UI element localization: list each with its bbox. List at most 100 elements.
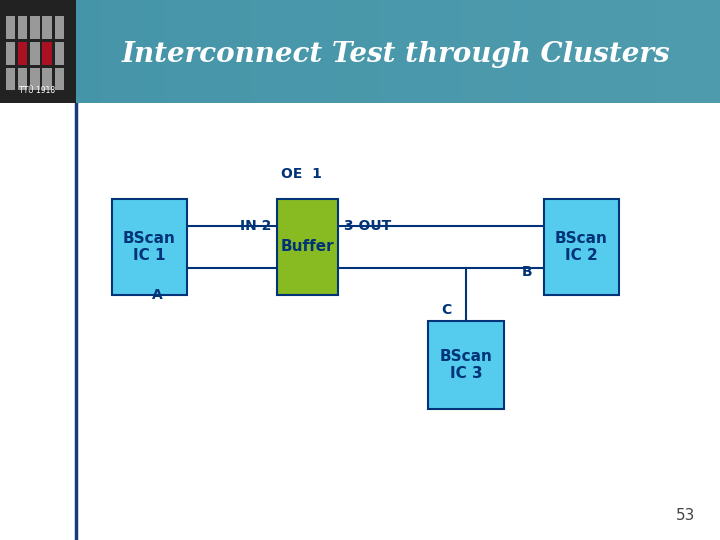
Bar xyxy=(379,0,385,103)
Bar xyxy=(591,0,598,103)
Bar xyxy=(146,0,153,103)
Bar xyxy=(320,0,327,103)
Bar xyxy=(372,0,379,103)
Bar xyxy=(6,42,15,65)
Text: BScan
IC 3: BScan IC 3 xyxy=(440,349,492,381)
Bar xyxy=(185,0,192,103)
Bar xyxy=(76,0,82,103)
Bar xyxy=(55,42,64,65)
Text: BScan
IC 2: BScan IC 2 xyxy=(555,231,608,263)
Bar xyxy=(256,0,263,103)
Bar xyxy=(224,0,230,103)
FancyBboxPatch shape xyxy=(112,199,187,295)
Bar xyxy=(301,0,307,103)
Bar xyxy=(675,0,681,103)
Bar xyxy=(546,0,552,103)
Bar xyxy=(6,68,15,90)
Bar xyxy=(340,0,346,103)
Bar xyxy=(417,0,423,103)
Bar xyxy=(134,0,140,103)
Bar xyxy=(42,68,52,90)
Bar xyxy=(662,0,668,103)
Bar xyxy=(55,16,64,39)
Bar xyxy=(127,0,134,103)
Bar xyxy=(172,0,179,103)
Bar xyxy=(159,0,166,103)
Bar xyxy=(269,0,275,103)
FancyBboxPatch shape xyxy=(428,321,504,409)
Bar xyxy=(578,0,585,103)
Bar xyxy=(95,0,102,103)
Bar xyxy=(294,0,301,103)
Bar xyxy=(108,0,114,103)
FancyBboxPatch shape xyxy=(544,199,619,295)
Bar xyxy=(204,0,211,103)
Bar xyxy=(385,0,392,103)
Bar xyxy=(366,0,372,103)
Bar xyxy=(449,0,456,103)
Bar xyxy=(153,0,159,103)
FancyBboxPatch shape xyxy=(277,199,338,295)
Bar xyxy=(508,0,514,103)
Bar xyxy=(237,0,243,103)
Bar xyxy=(694,0,701,103)
Bar xyxy=(397,0,404,103)
Bar xyxy=(681,0,688,103)
Bar xyxy=(314,0,320,103)
Bar xyxy=(114,0,121,103)
Bar xyxy=(598,0,604,103)
Text: TTÜ 1918: TTÜ 1918 xyxy=(19,86,55,96)
Bar xyxy=(462,0,469,103)
Bar xyxy=(714,0,720,103)
Text: C: C xyxy=(441,303,452,317)
Bar xyxy=(327,0,333,103)
Bar xyxy=(630,0,636,103)
Bar xyxy=(707,0,714,103)
Bar xyxy=(18,16,27,39)
Bar xyxy=(482,0,488,103)
Bar xyxy=(495,0,501,103)
Bar xyxy=(217,0,224,103)
Text: 3 OUT: 3 OUT xyxy=(344,219,392,233)
Bar xyxy=(456,0,462,103)
Bar xyxy=(688,0,694,103)
Bar xyxy=(559,0,565,103)
Bar xyxy=(250,0,256,103)
Bar xyxy=(353,0,359,103)
Bar xyxy=(307,0,314,103)
Bar xyxy=(701,0,707,103)
Bar xyxy=(30,42,40,65)
Bar xyxy=(572,0,578,103)
Bar xyxy=(192,0,198,103)
Bar xyxy=(655,0,662,103)
Bar xyxy=(636,0,643,103)
Bar xyxy=(565,0,572,103)
Text: A: A xyxy=(152,288,162,302)
Bar xyxy=(624,0,630,103)
Bar xyxy=(410,0,417,103)
Bar xyxy=(643,0,649,103)
Text: B: B xyxy=(522,266,533,280)
Bar xyxy=(82,0,89,103)
Bar xyxy=(0,0,76,103)
Bar xyxy=(230,0,237,103)
Bar xyxy=(392,0,397,103)
Bar xyxy=(617,0,624,103)
Text: OE  1: OE 1 xyxy=(281,167,322,181)
Bar xyxy=(282,0,288,103)
Bar xyxy=(552,0,559,103)
Bar xyxy=(469,0,475,103)
Bar xyxy=(102,0,108,103)
Bar xyxy=(30,68,40,90)
Bar xyxy=(668,0,675,103)
Bar xyxy=(430,0,436,103)
Bar xyxy=(526,0,533,103)
Bar xyxy=(488,0,495,103)
Bar xyxy=(333,0,340,103)
Bar xyxy=(275,0,282,103)
Bar xyxy=(263,0,269,103)
Text: Interconnect Test through Clusters: Interconnect Test through Clusters xyxy=(122,41,670,68)
Bar xyxy=(140,0,146,103)
Bar xyxy=(604,0,611,103)
Bar xyxy=(166,0,172,103)
